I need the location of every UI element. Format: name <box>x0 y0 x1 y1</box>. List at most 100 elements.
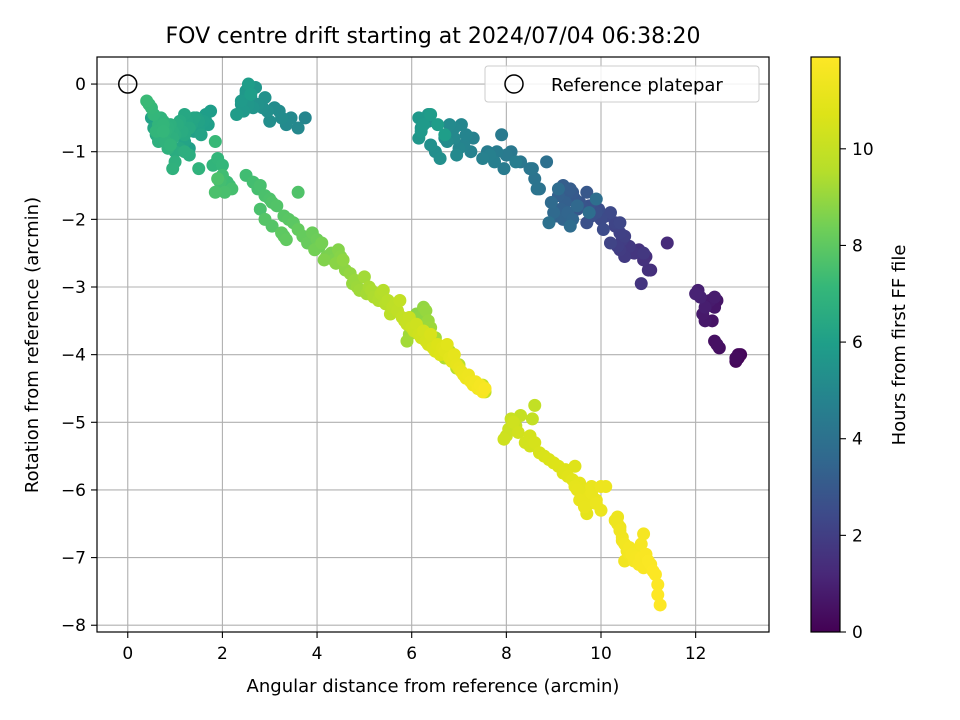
scatter-point <box>419 304 433 318</box>
scatter-point <box>291 185 305 199</box>
x-tick-label: 2 <box>217 644 228 664</box>
scatter-point <box>357 270 371 284</box>
colorbar-tick-label: 6 <box>852 333 863 353</box>
scatter-point <box>140 94 154 108</box>
scatter-point <box>270 199 284 213</box>
scatter-point <box>218 185 232 199</box>
scatter-point <box>253 202 267 216</box>
scatter-point <box>528 172 542 186</box>
scatter-point <box>497 432 511 446</box>
scatter-point <box>194 128 208 142</box>
scatter-point <box>417 118 431 132</box>
reference-platepar-marker <box>118 74 138 94</box>
y-axis-label: Rotation from reference (arcmin) <box>22 197 43 493</box>
colorbar-tick-label: 10 <box>852 140 874 160</box>
scatter-point <box>424 327 438 341</box>
scatter-point <box>440 338 454 351</box>
scatter-point <box>215 158 229 172</box>
y-axis-ticks: 0 −1 −2 −3 −4 −5 −6 −7 −8 <box>61 75 97 636</box>
y-tick-label: −6 <box>61 481 86 501</box>
scatter-point <box>594 503 608 517</box>
y-tick-label: −5 <box>61 413 86 433</box>
scatter-point <box>450 148 464 162</box>
colorbar-tick-label: 2 <box>852 526 863 546</box>
scatter-point <box>253 179 267 193</box>
scatter-point <box>511 425 525 439</box>
x-tick-label: 4 <box>312 644 323 664</box>
scatter-point <box>653 598 667 612</box>
scatter-point <box>447 348 461 362</box>
colorbar: 0 2 4 6 8 10 Hours from first FF file <box>810 56 910 643</box>
scatter-point <box>708 290 722 304</box>
scatter-point <box>729 351 743 365</box>
scatter-point <box>648 568 662 581</box>
scatter-point <box>317 253 331 267</box>
scatter-point <box>689 287 703 301</box>
x-tick-label: 0 <box>122 644 133 664</box>
scatter-point <box>634 537 648 551</box>
legend-label-reference: Reference platepar <box>551 75 723 96</box>
scatter-point <box>279 233 293 247</box>
scatter-point <box>540 155 554 169</box>
x-axis-label: Angular distance from reference (arcmin) <box>247 676 620 697</box>
scatter-point <box>438 128 452 142</box>
scatter-point <box>230 108 244 121</box>
colorbar-tick-label: 0 <box>852 623 863 643</box>
x-tick-label: 10 <box>590 644 612 664</box>
scatter-point <box>641 263 655 277</box>
legend: Reference platepar <box>484 65 760 103</box>
y-tick-label: −4 <box>61 346 86 366</box>
scatter-point <box>599 480 613 494</box>
grid-lines <box>97 57 769 632</box>
colorbar-tick-label: 8 <box>852 236 863 256</box>
scatter-point <box>506 415 520 429</box>
scatter-point <box>660 236 674 250</box>
scatter-point <box>166 162 180 176</box>
scatter-point <box>208 185 222 199</box>
legend-box <box>484 65 760 103</box>
scatter-point <box>393 294 407 308</box>
scatter-point <box>478 381 492 395</box>
scatter-point <box>634 277 648 291</box>
scatter-point <box>525 412 539 426</box>
scatter-point <box>241 77 255 91</box>
scatter-point <box>336 253 350 267</box>
scatter-point <box>509 155 523 169</box>
y-tick-label: −7 <box>61 549 86 569</box>
y-tick-label: −2 <box>61 210 86 230</box>
scatter-point <box>265 219 279 233</box>
scatter-point <box>400 334 414 348</box>
scatter-point <box>156 124 170 138</box>
scatter-point <box>476 151 490 165</box>
scatter-point <box>544 195 558 209</box>
scatter-point <box>580 185 594 199</box>
y-tick-label: −1 <box>61 143 86 163</box>
scatter-point <box>208 135 222 149</box>
scatter-point <box>551 182 565 196</box>
scatter-point <box>244 87 258 101</box>
scatter-point <box>547 206 561 220</box>
scatter-point <box>603 206 617 220</box>
scatter-point <box>376 283 390 297</box>
scatter-point <box>637 246 651 260</box>
scatter-point <box>528 436 542 450</box>
scatter-point <box>163 138 177 152</box>
scatter-point <box>568 459 582 473</box>
scatter-point <box>291 121 305 135</box>
scatter-point <box>651 588 665 602</box>
scatter-point <box>563 219 577 233</box>
y-tick-label: −8 <box>61 616 86 636</box>
scatter-point <box>651 578 665 592</box>
scatter-point <box>424 108 438 121</box>
plot-frame <box>96 56 770 633</box>
plot-area: 0 2 4 6 8 10 12 0 −1 −2 −3 −4 −5 −6 −7 −8 <box>61 56 770 664</box>
scatter-point <box>542 216 556 230</box>
scatter-point <box>275 111 289 125</box>
colorbar-gradient <box>810 56 841 633</box>
scatter-point <box>570 199 584 213</box>
scatter-point <box>424 138 438 152</box>
scatter-point <box>577 500 591 514</box>
scatter-point <box>443 118 457 132</box>
scatter-point <box>710 338 724 351</box>
